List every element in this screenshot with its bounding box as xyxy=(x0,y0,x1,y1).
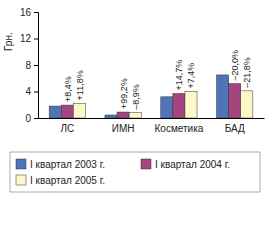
x-tick-label: ЛС xyxy=(60,123,74,134)
x-tick: ЛС xyxy=(60,118,74,134)
legend: I квартал 2003 г. I квартал 2004 г. I квар… xyxy=(10,152,260,192)
y-tick-mark xyxy=(34,118,38,119)
x-tick-label: Косметика xyxy=(154,123,203,134)
legend-label: I квартал 2003 г. xyxy=(30,159,105,170)
y-tick-mark xyxy=(34,92,38,93)
plot: 0 4 8 12 16 ЛС ИМН Косметика БАД +8,4% +99,2% +14,7… xyxy=(20,7,265,134)
x-tick: БАД xyxy=(225,118,245,134)
y-axis-title: Грн. xyxy=(3,32,14,51)
y-tick-label: 12 xyxy=(20,33,32,44)
bar xyxy=(49,106,61,118)
annotation: +14,7% xyxy=(174,60,184,91)
y-tick: 4 xyxy=(25,86,38,97)
y-tick-mark xyxy=(34,65,38,66)
legend-label: I квартал 2005 г. xyxy=(30,175,105,186)
legend-swatch xyxy=(141,159,151,169)
legend-item: I квартал 2004 г. xyxy=(141,159,230,170)
x-axis: ЛС ИМН Косметика БАД xyxy=(39,118,265,134)
annotation: +8,4% xyxy=(63,76,73,102)
legend-swatch xyxy=(16,159,26,169)
y-tick: 16 xyxy=(20,7,38,18)
annotation: –20,0% xyxy=(230,50,240,81)
x-tick: Косметика xyxy=(154,118,203,134)
x-tick: ИМН xyxy=(112,118,135,134)
legend-frame xyxy=(10,152,260,192)
annotation: +7,4% xyxy=(186,63,196,89)
y-tick-label: 0 xyxy=(25,113,31,124)
legend-label: I квартал 2004 г. xyxy=(155,159,230,170)
bar xyxy=(185,92,197,119)
annotations: +8,4% +99,2% +14,7% –20,0% +11,8% –8,9% +7,4% –… xyxy=(63,50,252,110)
legend-swatch xyxy=(16,175,26,185)
y-tick-label: 8 xyxy=(25,60,31,71)
y-tick-mark xyxy=(34,12,38,13)
y-tick-label: 16 xyxy=(20,7,32,18)
legend-item: I квартал 2005 г. xyxy=(16,175,105,186)
y-axis-line xyxy=(34,13,39,119)
y-tick-mark xyxy=(34,39,38,40)
bar xyxy=(73,103,85,118)
y-tick-label: 4 xyxy=(25,86,31,97)
x-axis-line xyxy=(39,118,265,119)
legend-item: I квартал 2003 г. xyxy=(16,159,105,170)
bar xyxy=(161,97,173,118)
annotation: –8,9% xyxy=(131,84,141,110)
bar xyxy=(173,93,185,118)
y-tick: 12 xyxy=(20,33,38,44)
y-tick: 0 xyxy=(25,113,38,124)
chart: 0 4 8 12 16 ЛС ИМН Косметика БАД +8,4% +99,2% +14,7… xyxy=(0,0,270,230)
bar xyxy=(105,115,117,118)
x-tick-label: БАД xyxy=(225,123,245,134)
annotation: +99,2% xyxy=(119,78,129,109)
bar xyxy=(129,113,141,118)
y-tick: 8 xyxy=(25,60,38,71)
annotation: +11,8% xyxy=(75,70,85,100)
annotation: –21,8% xyxy=(242,57,252,88)
bar xyxy=(117,112,129,118)
y-axis: 0 4 8 12 16 xyxy=(20,7,39,124)
bar xyxy=(241,91,253,118)
x-tick-label: ИМН xyxy=(112,123,135,134)
bar xyxy=(229,84,241,118)
bar xyxy=(61,105,73,118)
bar xyxy=(217,75,229,118)
